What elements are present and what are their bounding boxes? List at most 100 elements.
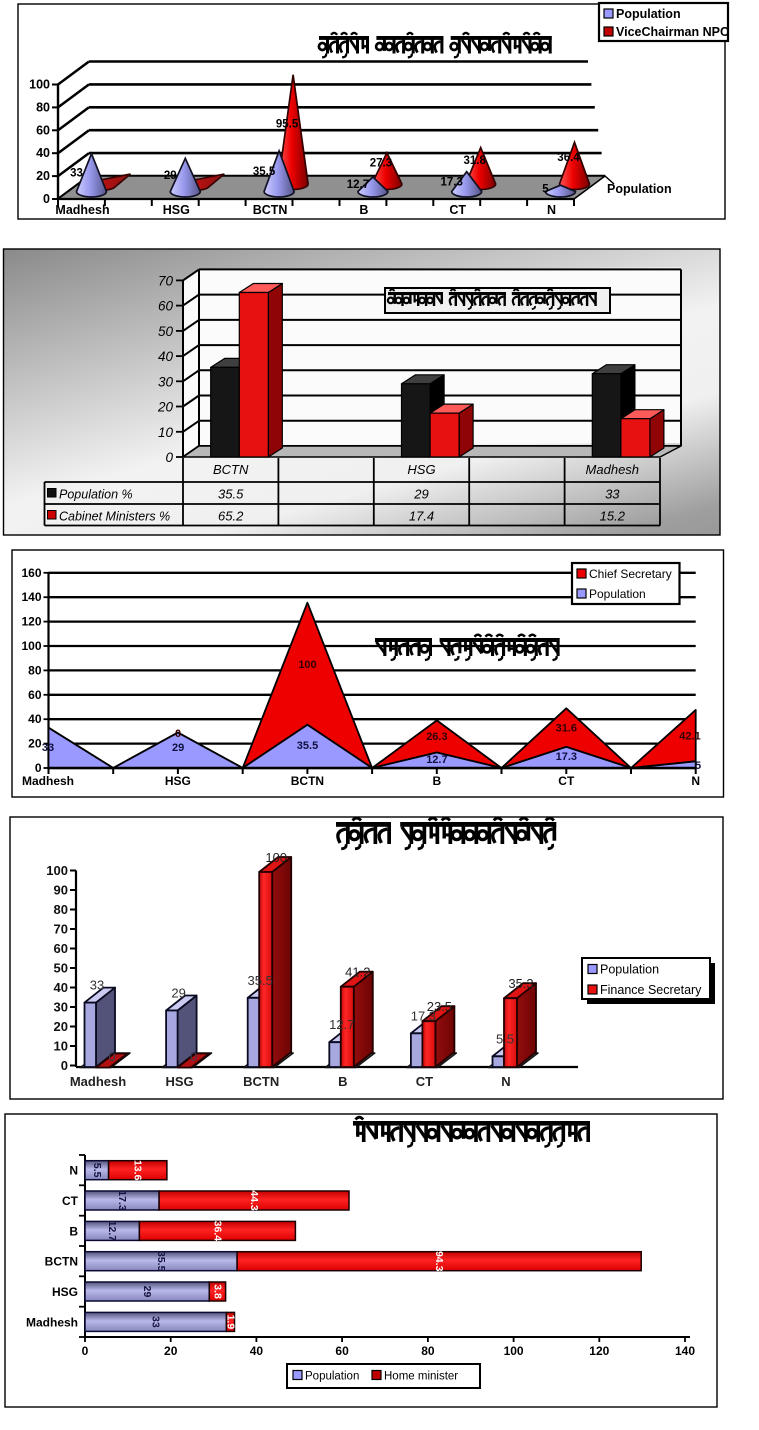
svg-text:40: 40 [28, 712, 42, 726]
svg-text:36.4: 36.4 [557, 152, 580, 164]
svg-text:40: 40 [54, 980, 68, 995]
svg-text:36.4: 36.4 [211, 1221, 223, 1242]
svg-text:HSG: HSG [163, 203, 190, 217]
svg-text:60: 60 [335, 1344, 349, 1358]
svg-text:0: 0 [61, 1058, 68, 1073]
svg-text:35.5: 35.5 [218, 487, 244, 502]
svg-text:N: N [501, 1074, 510, 1089]
svg-text:BCTN: BCTN [45, 1255, 78, 1269]
svg-text:BCTN: BCTN [213, 462, 249, 477]
svg-text:12.7: 12.7 [329, 1017, 354, 1032]
svg-text:20: 20 [164, 1344, 178, 1358]
svg-text:120: 120 [21, 615, 41, 629]
svg-text:HSG: HSG [407, 462, 435, 477]
svg-text:1.9: 1.9 [225, 1315, 237, 1330]
svg-text:3.8: 3.8 [211, 1284, 223, 1299]
svg-text:17.3: 17.3 [556, 751, 577, 763]
svg-text:5.5: 5.5 [496, 1031, 514, 1046]
svg-text:Population %: Population % [59, 488, 133, 502]
svg-text:Madhesh: Madhesh [70, 1074, 126, 1089]
svg-text:80: 80 [421, 1344, 435, 1358]
svg-text:29: 29 [413, 487, 428, 502]
svg-text:40: 40 [250, 1344, 264, 1358]
svg-text:160: 160 [21, 566, 41, 580]
svg-text:20: 20 [157, 400, 174, 415]
svg-text:12.7: 12.7 [347, 179, 369, 191]
svg-text:30: 30 [158, 374, 174, 389]
svg-text:33: 33 [150, 1316, 162, 1328]
svg-text:5.5: 5.5 [91, 1163, 103, 1178]
svg-text:BCTN: BCTN [291, 774, 324, 788]
svg-text:26.3: 26.3 [426, 731, 447, 743]
svg-text:17.3: 17.3 [441, 177, 463, 189]
svg-text:100: 100 [504, 1344, 524, 1358]
svg-text:33: 33 [42, 742, 54, 754]
svg-text:31.6: 31.6 [556, 723, 577, 735]
svg-text:80: 80 [54, 902, 68, 917]
svg-text:29: 29 [164, 170, 177, 182]
svg-text:10: 10 [158, 425, 174, 440]
svg-text:90: 90 [54, 883, 68, 898]
svg-text:60: 60 [54, 941, 68, 956]
svg-text:5: 5 [542, 183, 549, 195]
svg-text:CT: CT [416, 1074, 433, 1089]
svg-text:44.3: 44.3 [248, 1190, 260, 1211]
svg-text:10: 10 [54, 1039, 68, 1054]
svg-text:60: 60 [158, 299, 174, 314]
svg-text:0: 0 [108, 1049, 115, 1064]
svg-text:0: 0 [190, 1049, 197, 1064]
svg-text:ViceChairman NPC: ViceChairman NPC [616, 25, 729, 39]
svg-text:5: 5 [695, 760, 701, 772]
svg-text:Population: Population [589, 587, 646, 601]
svg-text:Madhesh: Madhesh [26, 1315, 78, 1329]
svg-text:B: B [359, 203, 368, 217]
svg-text:20: 20 [28, 737, 42, 751]
svg-text:20: 20 [54, 1019, 68, 1034]
svg-text:0: 0 [43, 192, 50, 206]
svg-text:30: 30 [54, 1000, 68, 1015]
svg-text:Madhesh: Madhesh [55, 203, 109, 217]
svg-text:N: N [547, 203, 556, 217]
svg-text:50: 50 [158, 324, 174, 339]
svg-text:41.2: 41.2 [345, 965, 370, 980]
svg-text:0: 0 [82, 1344, 89, 1358]
svg-text:95.5: 95.5 [276, 118, 299, 130]
svg-text:50: 50 [54, 961, 68, 976]
svg-text:0: 0 [165, 450, 173, 465]
svg-text:0: 0 [35, 761, 42, 775]
svg-text:100: 100 [29, 78, 50, 92]
svg-text:CT: CT [558, 774, 575, 788]
svg-text:120: 120 [589, 1344, 609, 1358]
svg-text:27.3: 27.3 [370, 157, 392, 169]
svg-text:33: 33 [70, 168, 83, 180]
svg-text:B: B [69, 1224, 78, 1238]
svg-text:100: 100 [298, 659, 316, 671]
svg-text:140: 140 [675, 1344, 695, 1358]
svg-text:Cabinet Ministers %: Cabinet Ministers % [59, 510, 170, 524]
svg-text:35.5: 35.5 [297, 740, 318, 752]
svg-text:60: 60 [36, 123, 50, 137]
svg-text:100: 100 [21, 639, 41, 653]
svg-text:Population: Population [607, 182, 672, 196]
svg-text:Population: Population [305, 1371, 359, 1383]
svg-text:70: 70 [54, 922, 68, 937]
svg-text:Population: Population [616, 7, 681, 21]
svg-text:Population: Population [600, 963, 659, 977]
svg-text:23.5: 23.5 [427, 999, 452, 1014]
svg-text:35.5: 35.5 [248, 973, 273, 988]
svg-text:Home minister: Home minister [384, 1371, 458, 1383]
svg-text:29: 29 [141, 1286, 153, 1298]
svg-text:13.6: 13.6 [132, 1160, 144, 1181]
svg-text:Finance Secretary: Finance Secretary [600, 983, 702, 997]
svg-text:140: 140 [21, 590, 41, 604]
svg-text:100: 100 [265, 850, 287, 865]
svg-text:65.2: 65.2 [218, 509, 244, 524]
svg-text:CT: CT [449, 203, 466, 217]
svg-text:Chief Secretary: Chief Secretary [589, 567, 672, 581]
svg-text:15.2: 15.2 [600, 509, 626, 524]
svg-text:100: 100 [46, 863, 68, 878]
svg-text:CT: CT [62, 1194, 79, 1208]
svg-text:29: 29 [171, 986, 185, 1001]
svg-text:HSG: HSG [166, 1074, 194, 1089]
svg-text:N: N [691, 774, 700, 788]
